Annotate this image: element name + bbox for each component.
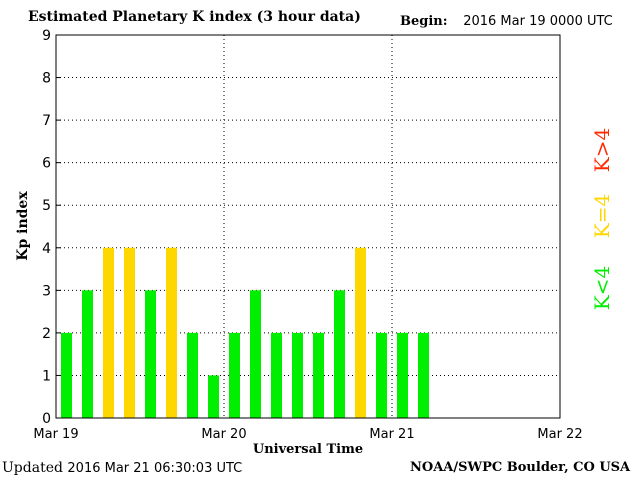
- y-tick-label: 4: [42, 241, 51, 257]
- y-tick-label: 6: [42, 156, 51, 172]
- kp-bar: [124, 247, 135, 418]
- kp-bar: [229, 332, 240, 418]
- y-tick-label: 0: [42, 411, 51, 427]
- kp-bar: [82, 290, 93, 418]
- plot-frame: [55, 34, 561, 419]
- kp-bar: [187, 332, 198, 418]
- y-tick-labels: 0 1 2 3 4 5 6 7 8 9: [42, 28, 61, 427]
- kp-bar: [376, 332, 387, 418]
- kp-bar: [418, 332, 429, 418]
- credit-text: NOAA/SWPC Boulder, CO USA: [410, 460, 631, 475]
- kp-bar: [292, 332, 303, 418]
- kp-bar: [313, 332, 324, 418]
- kp-bar: [250, 290, 261, 418]
- legend-item: K<4: [590, 266, 614, 310]
- x-axis-label: Universal Time: [253, 442, 363, 457]
- kp-bar: [61, 332, 72, 418]
- kp-bar: [103, 247, 114, 418]
- y-axis-label: Kp index: [15, 191, 31, 261]
- begin-label: Begin:: [400, 14, 448, 29]
- grid-lines: [56, 35, 560, 418]
- y-tick-label: 1: [42, 368, 51, 384]
- updated-value: 2016 Mar 21 06:30:03 UTC: [67, 461, 243, 476]
- updated-label: Updated: [2, 460, 63, 476]
- kp-bar: [355, 247, 366, 418]
- legend: K<4 K=4 K>4: [590, 128, 614, 310]
- bar-series: [61, 247, 429, 418]
- y-tick-label: 8: [42, 71, 51, 87]
- begin-time: Begin: 2016 Mar 19 0000 UTC: [400, 14, 613, 29]
- kp-bar: [271, 332, 282, 418]
- y-tick-label: 2: [42, 326, 51, 342]
- x-tick-label: Mar 21: [369, 427, 414, 442]
- kp-bar: [166, 247, 177, 418]
- legend-item: K=4: [590, 194, 614, 238]
- kp-bar: [208, 375, 219, 418]
- x-tick-label: Mar 22: [537, 427, 582, 442]
- y-tick-label: 5: [42, 198, 51, 214]
- legend-item: K>4: [590, 128, 614, 172]
- kp-bar: [145, 290, 156, 418]
- y-tick-label: 9: [42, 28, 51, 44]
- x-tick-labels: Mar 19 Mar 20 Mar 21 Mar 22: [33, 427, 582, 442]
- kp-bar: [397, 332, 408, 418]
- x-tick-label: Mar 20: [201, 427, 246, 442]
- x-tick-label: Mar 19: [33, 427, 78, 442]
- y-tick-label: 3: [42, 283, 51, 299]
- begin-value: 2016 Mar 19 0000 UTC: [463, 14, 613, 29]
- updated-time: Updated 2016 Mar 21 06:30:03 UTC: [2, 460, 242, 476]
- chart-title: Estimated Planetary K index (3 hour data…: [28, 9, 361, 25]
- y-tick-label: 7: [42, 113, 51, 129]
- kp-bar: [334, 290, 345, 418]
